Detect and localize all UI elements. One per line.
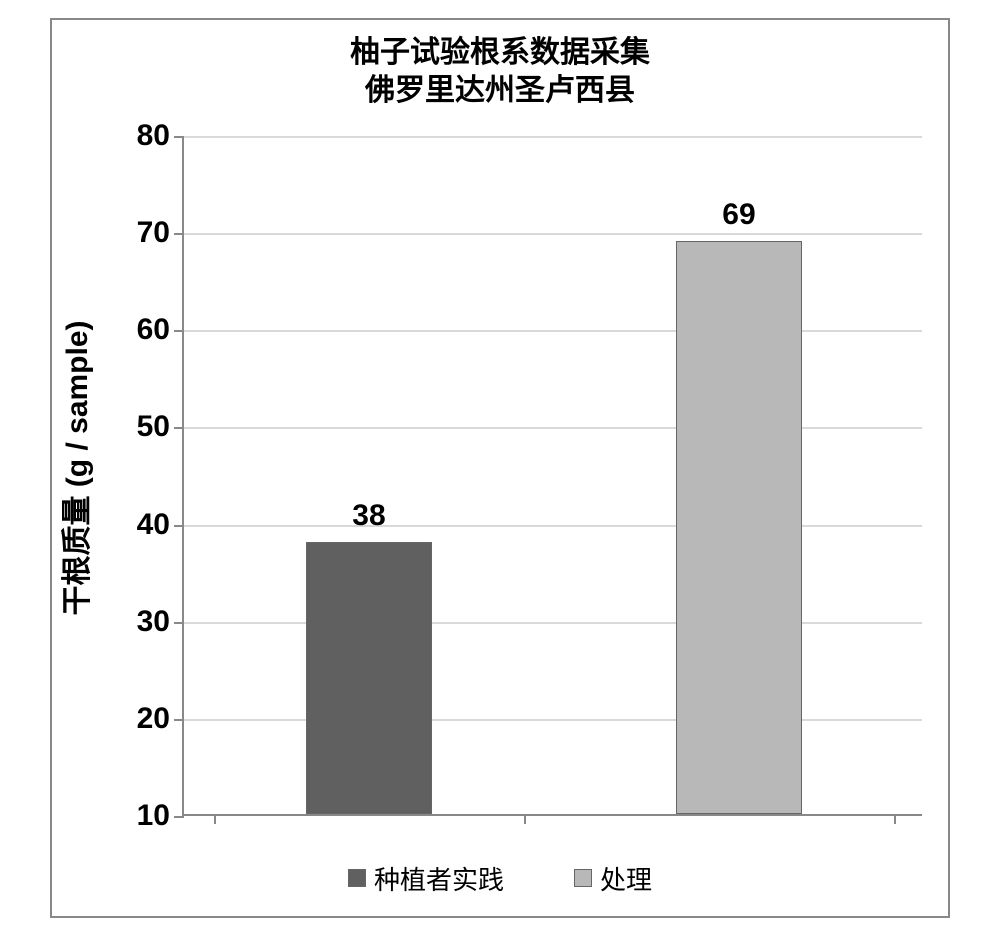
- x-tick-mark: [894, 814, 896, 824]
- y-tick-label: 50: [137, 410, 184, 444]
- x-tick-mark: [214, 814, 216, 824]
- y-axis-title: 干根质量 (g / sample): [52, 320, 96, 615]
- legend-item: 种植者实践: [348, 860, 504, 897]
- legend-swatch: [348, 869, 366, 887]
- bar-value-label: 38: [352, 499, 385, 543]
- y-tick-label: 20: [137, 702, 184, 736]
- legend-label: 种植者实践: [374, 860, 504, 897]
- y-tick-label: 10: [137, 799, 184, 833]
- legend-label: 处理: [600, 860, 652, 897]
- chart-frame: 柚子试验根系数据采集 佛罗里达州圣卢西县 干根质量 (g / sample) 1…: [50, 18, 950, 918]
- gridline: [184, 330, 922, 332]
- gridline: [184, 427, 922, 429]
- legend-item: 处理: [574, 860, 652, 897]
- y-tick-label: 80: [137, 119, 184, 153]
- y-tick-label: 30: [137, 605, 184, 639]
- y-tick-label: 60: [137, 313, 184, 347]
- y-tick-label: 40: [137, 508, 184, 542]
- plot-area: 10203040506070803869: [182, 136, 922, 816]
- gridline: [184, 233, 922, 235]
- legend-swatch: [574, 869, 592, 887]
- gridline: [184, 622, 922, 624]
- gridline: [184, 525, 922, 527]
- title-line-2: 佛罗里达州圣卢西县: [52, 72, 948, 110]
- legend: 种植者实践 处理: [52, 840, 948, 916]
- chart-title: 柚子试验根系数据采集 佛罗里达州圣卢西县: [52, 20, 948, 109]
- gridline: [184, 719, 922, 721]
- gridline: [184, 136, 922, 138]
- title-line-1: 柚子试验根系数据采集: [52, 34, 948, 72]
- bar: 69: [676, 241, 802, 814]
- bar-value-label: 69: [722, 198, 755, 242]
- bar: 38: [306, 542, 432, 814]
- y-tick-label: 70: [137, 216, 184, 250]
- x-tick-mark: [524, 814, 526, 824]
